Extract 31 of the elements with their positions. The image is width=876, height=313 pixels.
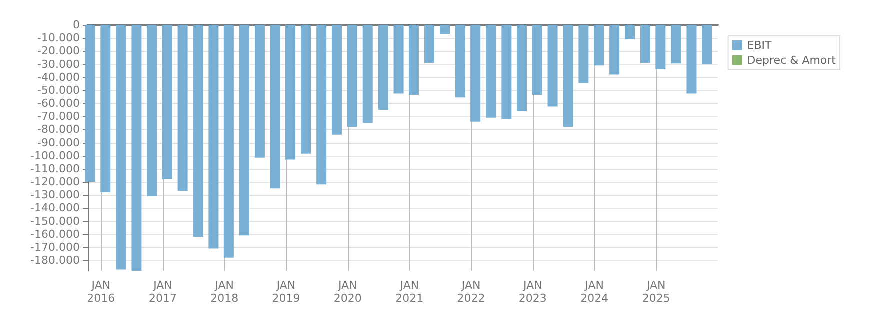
- y-tick-label: 0: [73, 18, 80, 32]
- x-tick-label: JAN 2018: [210, 279, 239, 305]
- x-tick-label: JAN 2020: [334, 279, 362, 305]
- x-tick-label: JAN 2022: [457, 279, 486, 305]
- x-tick-label: JAN 2023: [518, 279, 547, 305]
- y-tick-label: -150.000: [30, 214, 80, 228]
- y-tick-label: -100.000: [30, 149, 80, 162]
- y-tick-label: -60.000: [38, 97, 80, 110]
- y-tick-label: -170.000: [30, 240, 80, 254]
- y-tick-label: -130.000: [30, 188, 80, 202]
- y-tick-label: -40.000: [38, 70, 80, 84]
- x-tick-label: JAN 2017: [148, 279, 177, 305]
- x-tick-label: JAN 2024: [580, 279, 609, 305]
- y-tick-label: -120.000: [30, 176, 80, 189]
- legend-label: Deprec & Amort: [747, 54, 837, 67]
- y-tick-label: -50.000: [38, 84, 80, 97]
- y-tick-label: -140.000: [30, 202, 80, 215]
- y-tick-label: -80.000: [38, 123, 80, 136]
- x-tick-label: JAN 2019: [272, 279, 300, 305]
- x-tick-label: JAN 2025: [642, 279, 670, 305]
- x-tick-label: JAN 2021: [396, 279, 424, 305]
- y-tick-label: -160.000: [30, 228, 80, 241]
- x-tick-label: JAN 2016: [87, 279, 116, 305]
- y-tick-label: -110.000: [30, 162, 80, 176]
- legend-label: EBIT: [747, 39, 772, 52]
- y-tick-label: -20.000: [38, 44, 80, 58]
- y-tick-label: -70.000: [38, 110, 80, 124]
- y-tick-label: -10.000: [38, 32, 80, 45]
- y-tick-label: -90.000: [38, 136, 80, 150]
- y-tick-label: -180.000: [30, 254, 80, 268]
- y-tick-label: -30.000: [38, 58, 80, 71]
